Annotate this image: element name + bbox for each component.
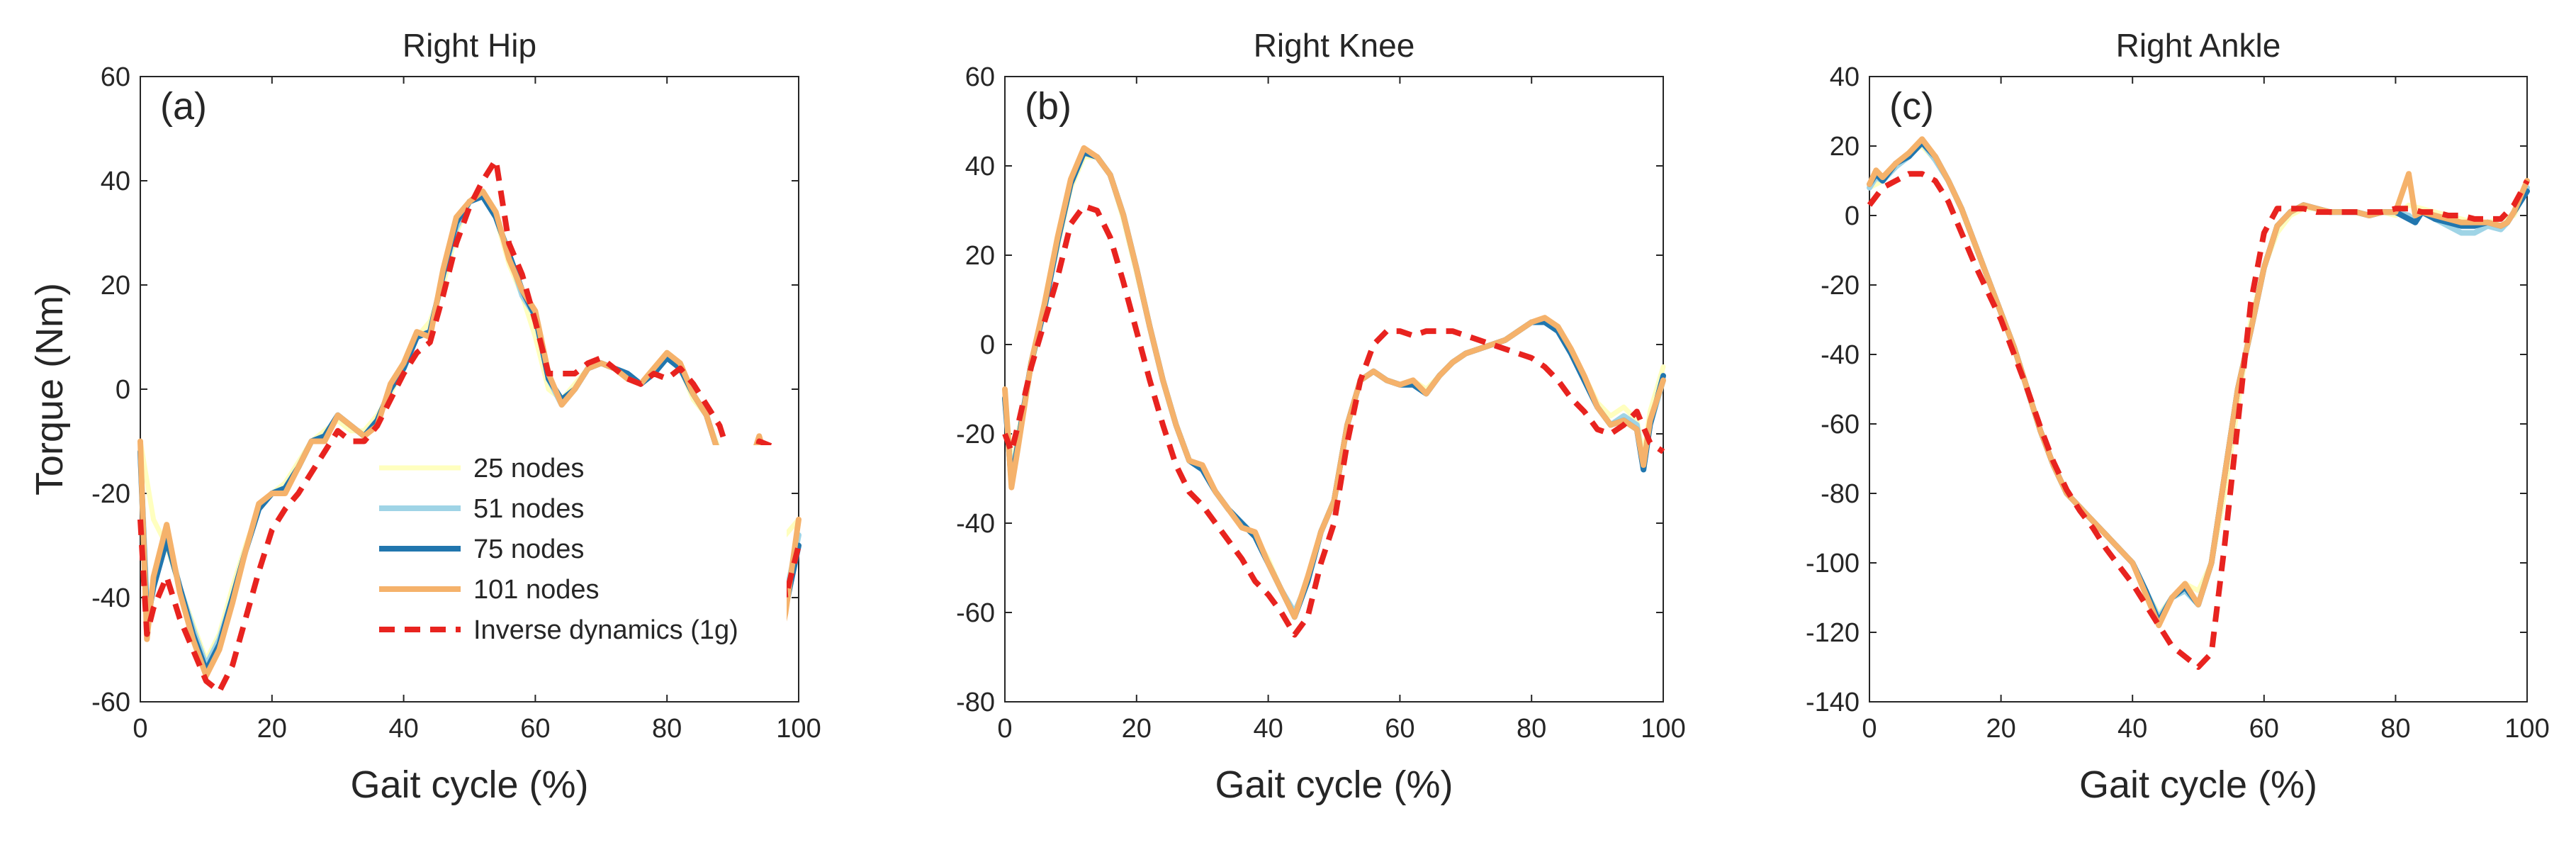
y-tick-label: -40: [91, 583, 130, 613]
y-tick-label: -60: [956, 598, 995, 628]
panel-1: 0 20 40 60 80 100 -60 -40 -20 0 20 40 60 Right Hip (a)…: [28, 27, 821, 806]
y-tick-label: 0: [116, 375, 130, 405]
y-tick-label: 20: [965, 241, 995, 271]
x-axis-label: Gait cycle (%): [350, 763, 588, 806]
y-tick-label: -20: [956, 420, 995, 449]
x-axis-label: Gait cycle (%): [1215, 763, 1453, 806]
x-tick-label: 80: [2380, 714, 2410, 744]
y-tick-label: -20: [91, 479, 130, 509]
plot-frame: [1869, 76, 2528, 703]
y-tick-label: 0: [1845, 201, 1860, 231]
chart-title: Right Hip: [403, 27, 536, 64]
y-tick-label: -60: [91, 688, 130, 717]
x-axis-label: Gait cycle (%): [2079, 763, 2317, 806]
x-tick-label: 100: [776, 714, 821, 744]
y-tick-label: 40: [101, 167, 130, 196]
series-line-inverse-dynamics-1g: [1002, 203, 1665, 638]
x-tick-label: 0: [1862, 714, 1877, 744]
x-tick-label: 60: [520, 714, 550, 744]
x-tick-label: 20: [257, 714, 287, 744]
series-line-inverse-dynamics-1g: [137, 157, 802, 695]
series-line-inverse-dynamics-1g: [1867, 171, 2530, 670]
legend: 25 nodes 51 nodes 75 nodes 101 nodes Inverse…: [372, 445, 787, 651]
x-tick-label: 100: [1641, 714, 1685, 744]
y-tick-label: -80: [1821, 479, 1860, 509]
y-tick-label: -40: [1821, 340, 1860, 370]
series-line-101-nodes: [1002, 145, 1666, 620]
x-tick-label: 20: [1986, 714, 2015, 744]
chart-title: Right Knee: [1254, 27, 1415, 64]
legend-entry: Inverse dynamics (1g): [473, 615, 738, 645]
x-tick-label: 40: [1253, 714, 1283, 744]
x-tick-label: 0: [133, 714, 147, 744]
y-tick-label: -140: [1806, 688, 1860, 717]
y-tick-label: 0: [980, 330, 995, 360]
x-tick-label: 0: [997, 714, 1012, 744]
panel-label: (b): [1025, 85, 1072, 128]
x-tick-label: 60: [1385, 714, 1414, 744]
y-tick-label: -120: [1806, 618, 1860, 648]
y-tick-label: 20: [1830, 132, 1860, 162]
y-tick-label: -80: [956, 688, 995, 717]
legend-entry: 51 nodes: [473, 494, 584, 524]
y-tick-label: -100: [1806, 549, 1860, 578]
panel-3: 0 20 40 60 80 100 -140 -120 -100 -80 -60 -40 -20 0 20 4…: [1806, 27, 2550, 806]
y-tick-label: 40: [1830, 62, 1860, 92]
panel-label: (c): [1889, 85, 1934, 128]
chart-title: Right Ankle: [2116, 27, 2281, 64]
x-tick-label: 20: [1122, 714, 1152, 744]
y-tick-label: 60: [965, 62, 995, 92]
y-tick-label: -20: [1821, 271, 1860, 301]
y-tick-label: -60: [1821, 410, 1860, 440]
x-tick-label: 40: [388, 714, 418, 744]
y-tick-label: -40: [956, 509, 995, 539]
x-tick-label: 40: [2117, 714, 2147, 744]
y-axis-label: Torque (Nm): [28, 283, 71, 496]
legend-entry: 75 nodes: [473, 535, 584, 564]
x-tick-label: 80: [1517, 714, 1546, 744]
x-tick-label: 100: [2504, 714, 2549, 744]
legend-entry: 101 nodes: [473, 575, 600, 605]
y-tick-label: 40: [965, 152, 995, 181]
legend-entry: 25 nodes: [473, 454, 584, 483]
y-tick-label: 60: [101, 62, 130, 92]
panel-label: (a): [160, 85, 207, 128]
panels: 0 20 40 60 80 100 -60 -40 -20 0 20 40 60 Right Hip (a)…: [28, 27, 2550, 806]
x-tick-label: 80: [652, 714, 682, 744]
y-tick-label: 20: [101, 271, 130, 301]
x-tick-label: 60: [2249, 714, 2279, 744]
panel-2: 0 20 40 60 80 100 -80 -60 -40 -20 0 20 40 60 Right Kne…: [956, 27, 1686, 806]
series-line-101-nodes: [137, 188, 802, 679]
